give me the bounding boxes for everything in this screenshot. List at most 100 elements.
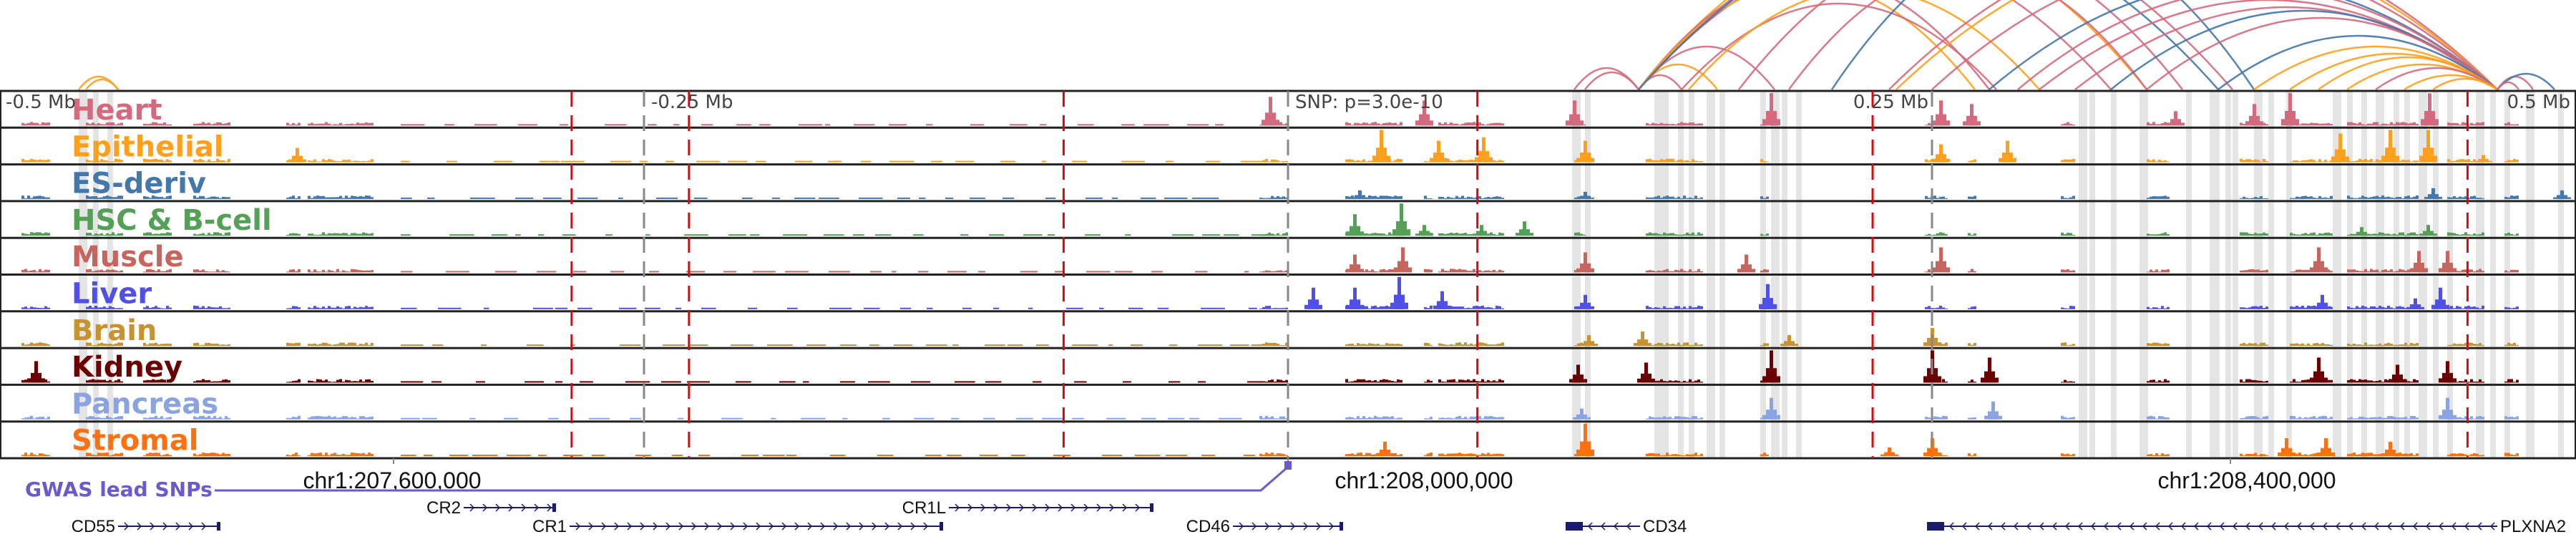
signal-bar (2361, 379, 2364, 383)
signal-bar (537, 271, 557, 273)
signal-bar (665, 160, 674, 163)
signal-bar (2464, 379, 2467, 383)
signal-bar (2459, 453, 2462, 456)
signal-bar (166, 453, 169, 456)
signal-peak (1991, 401, 1995, 420)
signal-bar (2482, 198, 2484, 199)
signal-bar (2479, 198, 2482, 199)
signal-bar (331, 197, 333, 199)
signal-bar (1274, 455, 1277, 456)
interaction-arc (1787, 0, 2148, 90)
signal-bar (2318, 123, 2321, 126)
signal-bar (2356, 418, 2358, 420)
signal-bar (1447, 379, 1450, 383)
signal-bar (1496, 381, 1498, 383)
signal-bar (1464, 308, 1467, 309)
signal-bar (100, 233, 103, 236)
signal-bar (1577, 343, 1580, 347)
signal-bar (2248, 416, 2251, 420)
signal-bar (2296, 160, 2298, 163)
signal-bar (356, 453, 359, 456)
signal-bar (2476, 198, 2479, 199)
signal-bar (106, 233, 109, 236)
signal-bar (2373, 122, 2376, 126)
signal-bar (1652, 122, 1654, 126)
signal-bar (331, 344, 333, 347)
signal-bar (610, 271, 625, 273)
signal-bar (1689, 306, 1692, 309)
signal-bar (2353, 418, 2356, 420)
signal-bar (1657, 380, 1660, 383)
signal-bar (44, 343, 47, 347)
signal-bar (199, 380, 202, 383)
signal-bar (1689, 233, 1692, 236)
signal-bar (1427, 308, 1430, 309)
signal-bar (1654, 271, 1657, 273)
signal-bar (1666, 123, 1669, 126)
signal-bar (86, 380, 89, 383)
signal-bar (2353, 269, 2356, 273)
signal-bar (2161, 160, 2164, 163)
signal-bar (1766, 454, 1769, 456)
signal-bar (1498, 232, 1501, 236)
gene-label: CR1L (902, 498, 946, 518)
signal-bar (1374, 233, 1377, 236)
signal-bar (1925, 234, 1928, 236)
signal-peak (2421, 119, 2439, 126)
signal-bar (311, 122, 313, 126)
signal-bar (2321, 123, 2324, 126)
signal-bar (2167, 306, 2170, 309)
signal-bar (322, 342, 325, 347)
signal-bar (2147, 271, 2150, 273)
signal-bar (1388, 268, 1391, 273)
signal-bar (157, 269, 160, 273)
signal-bar (2353, 379, 2356, 383)
signal-track-liver (21, 276, 2519, 309)
signal-bar (1700, 344, 1703, 347)
signal-bar (39, 159, 42, 163)
signal-bar (1470, 308, 1473, 309)
signal-bar (2350, 161, 2353, 163)
signal-bar (1942, 196, 1945, 199)
signal-bar (2310, 196, 2313, 199)
signal-bar (1484, 454, 1487, 456)
signal-bar (1374, 454, 1377, 456)
signal-bar (538, 455, 547, 456)
signal-bar (1400, 379, 1402, 383)
signal-bar (205, 123, 208, 126)
signal-bar (527, 344, 544, 347)
signal-bar (2248, 307, 2251, 309)
signal-bar (1458, 268, 1461, 273)
signal-bar (1444, 344, 1447, 347)
signal-bar (2257, 417, 2260, 420)
signal-bar (149, 417, 152, 420)
signal-bar (1680, 344, 1683, 347)
signal-bar (2240, 232, 2243, 236)
signal-bar (2513, 195, 2516, 199)
signal-bar (86, 306, 89, 309)
signal-peak (1376, 453, 1394, 456)
signal-bar (1388, 380, 1391, 383)
signal-bar (2310, 122, 2313, 126)
signal-bar (1928, 269, 1931, 273)
signal-bar (1374, 122, 1377, 126)
signal-bar (2164, 269, 2167, 273)
strand-arrow (872, 522, 877, 531)
signal-bar (152, 379, 155, 383)
signal-bar (1271, 453, 1274, 456)
signal-bar (1697, 198, 1700, 199)
signal-bar (1669, 307, 1672, 309)
signal-bar (1351, 417, 1354, 420)
signal-bar (2064, 417, 2067, 420)
signal-bar (2373, 161, 2376, 163)
signal-bar (1478, 416, 1481, 420)
signal-bar (1766, 269, 1769, 273)
signal-bar (345, 195, 348, 199)
signal-bar (1365, 233, 1368, 236)
signal-bar (33, 343, 36, 347)
signal-bar (2507, 197, 2510, 199)
signal-bar (1942, 455, 1945, 456)
signal-bar (422, 417, 437, 420)
signal-bar (298, 455, 301, 456)
signal-bar (339, 122, 342, 126)
